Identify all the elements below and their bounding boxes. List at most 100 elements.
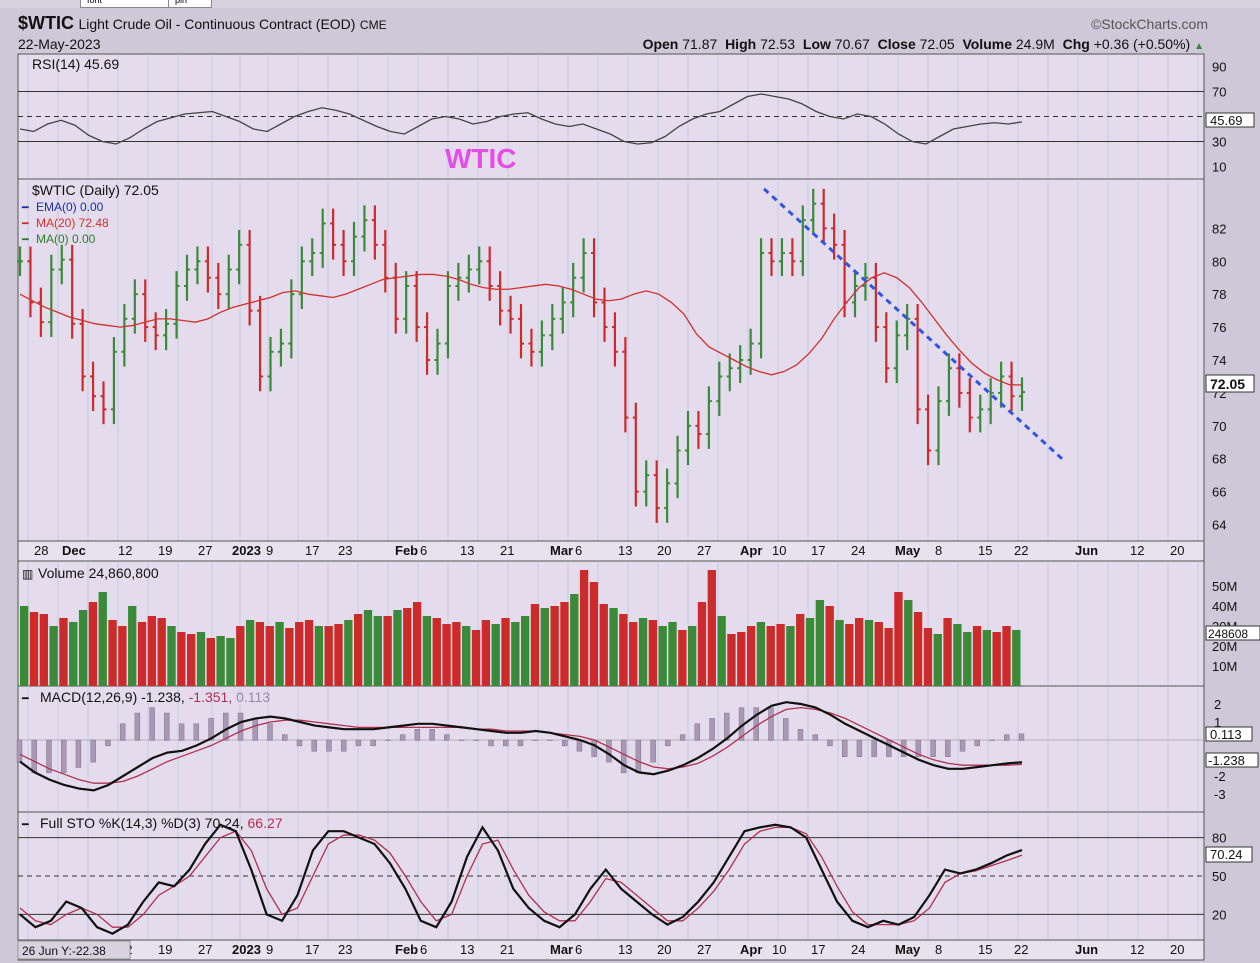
price-bar xyxy=(267,336,274,392)
volume-bar xyxy=(707,570,716,686)
pin-selector[interactable]: pin xyxy=(168,0,212,8)
price-bar xyxy=(225,254,232,309)
volume-bar xyxy=(776,624,785,686)
x-tick-label: 2023 xyxy=(232,543,261,558)
x-tick-label: Mar xyxy=(550,942,573,957)
volume-bar xyxy=(638,618,648,686)
volume-bar xyxy=(746,626,756,686)
macd-histogram-bar xyxy=(620,739,627,774)
volume-bar xyxy=(393,610,402,686)
macd-histogram-bar xyxy=(503,739,509,747)
volume-bar xyxy=(98,592,107,686)
rsi-y-tick: 70 xyxy=(1212,85,1226,100)
volume-bar xyxy=(39,614,48,686)
volume-bar xyxy=(383,616,392,686)
x-tick-label: 13 xyxy=(460,942,474,957)
macd-histogram-bar xyxy=(1004,734,1010,741)
volume-bar xyxy=(452,622,461,686)
sto-d-line xyxy=(19,826,1023,928)
rsi-y-tick: 90 xyxy=(1212,60,1226,75)
price-y-tick: 80 xyxy=(1212,254,1226,269)
ma0-legend-swatch: ━ xyxy=(21,234,29,246)
volume-bar xyxy=(629,622,638,686)
macd-histogram-bar xyxy=(679,734,686,741)
sto-last-value: 70.24 xyxy=(1210,847,1243,862)
volume-bar xyxy=(766,626,775,686)
volume-bar xyxy=(570,594,579,686)
macd-histogram-bar xyxy=(665,739,671,747)
macd-histogram-bar xyxy=(989,739,995,741)
volume-bar xyxy=(137,622,147,686)
chg-label: Chg xyxy=(1062,36,1090,52)
macd-value: -1.238, xyxy=(141,689,188,705)
volume-bar xyxy=(187,634,196,686)
macd-histogram-bar xyxy=(488,739,494,747)
volume-bar xyxy=(334,624,343,686)
price-bar xyxy=(935,386,942,466)
x-tick-label: 23 xyxy=(338,942,352,957)
ma0-legend: MA(0) 0.00 xyxy=(36,232,96,246)
x-tick-label: 20 xyxy=(1170,543,1184,558)
price-bar xyxy=(716,361,723,416)
x-tick-label: 27 xyxy=(198,543,212,558)
volume-bar xyxy=(992,632,1001,686)
price-last-value: 72.05 xyxy=(1210,376,1245,392)
volume-bar xyxy=(245,620,255,686)
volume-bar xyxy=(697,602,707,686)
volume-bar xyxy=(688,626,697,686)
volume-bar xyxy=(805,618,815,686)
x-tick-label: 12 xyxy=(118,543,132,558)
volume-bar xyxy=(835,620,844,686)
x-tick-label: 15 xyxy=(978,543,992,558)
x-tick-label: 17 xyxy=(305,543,319,558)
volume-last-value-box xyxy=(1205,625,1260,641)
volume-bar xyxy=(845,624,854,686)
price-bar xyxy=(852,271,858,318)
price-bar xyxy=(737,345,744,384)
price-bar xyxy=(653,460,660,523)
x-tick-label: May xyxy=(895,543,921,558)
volume-bar xyxy=(501,618,510,686)
chart-date: 22-May-2023 xyxy=(18,36,101,52)
macd-histogram-bar xyxy=(355,739,362,747)
ma20-legend: MA(20) 72.48 xyxy=(36,216,109,230)
rsi-title: RSI(14) 45.69 xyxy=(32,56,119,72)
x-tick-label: 2023 xyxy=(232,942,261,957)
volume-bar xyxy=(953,624,962,686)
volume-bar xyxy=(167,626,176,686)
x-tick-label: Mar xyxy=(550,543,573,558)
volume-bar xyxy=(49,626,58,686)
volume-bar xyxy=(786,626,795,686)
volume-bar xyxy=(236,626,245,686)
price-bar xyxy=(434,328,441,375)
macd-histogram-bar xyxy=(753,707,759,741)
macd-histogram-bar xyxy=(61,739,67,774)
volume-bar xyxy=(963,632,972,686)
x-tick-label: Jun xyxy=(1075,942,1098,957)
macd-histogram-bar xyxy=(75,739,82,768)
volume-bar xyxy=(1002,626,1011,686)
x-tick-label: May xyxy=(895,942,921,957)
price-bar xyxy=(121,304,128,367)
x-tick-label: 19 xyxy=(158,942,172,957)
x-tick-label: Jun xyxy=(1075,543,1098,558)
price-title: $WTIC (Daily) 72.05 xyxy=(32,182,159,198)
price-bar xyxy=(497,271,504,326)
price-bar xyxy=(486,246,493,301)
x-tick-label: 10 xyxy=(772,942,786,957)
volume-bar xyxy=(78,610,88,686)
rsi-y-tick: 30 xyxy=(1212,135,1226,150)
price-bar xyxy=(580,238,587,293)
macd-histogram-bar xyxy=(915,739,922,757)
x-tick-label: 20 xyxy=(657,543,671,558)
price-bar xyxy=(277,328,284,367)
price-last-value-box xyxy=(1205,374,1255,393)
open-label: Open xyxy=(642,36,679,52)
macd-histogram-bar xyxy=(886,739,892,757)
macd-histogram-bar xyxy=(458,739,465,741)
price-bar xyxy=(518,304,524,359)
volume-bar xyxy=(196,632,206,686)
volume-bar xyxy=(619,614,628,686)
volume-bar xyxy=(412,602,422,686)
